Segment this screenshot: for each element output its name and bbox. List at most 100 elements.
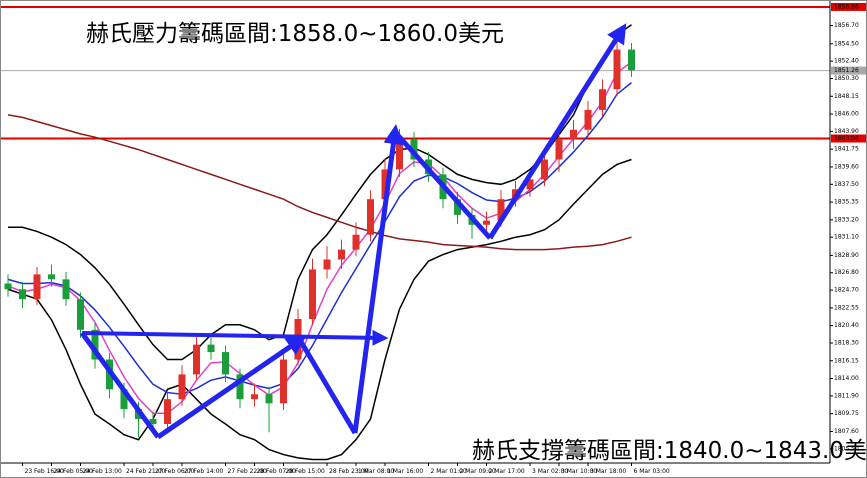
x-tick-label: 23 Feb 16:00 — [25, 468, 65, 475]
candle-body — [613, 49, 621, 90]
candle-body — [381, 169, 389, 200]
price-tag-label: 1843.04 — [834, 135, 859, 142]
annotation: 赫氏支撐籌碼區間:1840.0~1843.0美元 — [472, 438, 867, 464]
candle-body — [526, 179, 534, 190]
arrow — [487, 23, 627, 240]
candle-body — [251, 394, 258, 400]
indicator-line — [7, 61, 632, 414]
x-tick-label: 2 Mar 17:00 — [489, 468, 525, 475]
x-tick-label: 28 Feb 15:00 — [286, 468, 326, 475]
y-tick-label: 1846.00 — [834, 111, 859, 118]
candle-body — [570, 129, 577, 140]
x-tick-label: 6 Mar 03:00 — [634, 468, 670, 475]
price-tag-label: 1858.96 — [834, 3, 859, 10]
x-tick-label: 28 Feb 23:00 — [329, 468, 369, 475]
arrow — [156, 335, 307, 440]
y-tick-label: 1809.75 — [834, 410, 859, 417]
candle-body — [584, 109, 592, 130]
y-tick-label: 1811.90 — [834, 392, 859, 399]
y-tick-label: 1856.70 — [834, 22, 859, 29]
y-tick-label: 1831.10 — [834, 234, 859, 241]
y-tick-label: 1816.15 — [834, 357, 859, 364]
x-tick-label: 27 Feb 06:00 — [155, 468, 195, 475]
candle-body — [541, 159, 548, 180]
price-tag — [831, 2, 866, 11]
x-tick-label: 1 Mar 08:00 — [358, 468, 394, 475]
candle-body — [193, 344, 200, 375]
candle-body — [367, 199, 374, 235]
candle-body — [483, 220, 490, 225]
x-tick-label: 24 Feb 21:00 — [126, 468, 166, 475]
y-tick-label: 1850.30 — [834, 75, 859, 82]
candle-body — [599, 89, 606, 110]
y-tick-label: 1822.55 — [834, 304, 859, 311]
candle-body — [91, 329, 99, 360]
candle-body — [236, 374, 244, 400]
arrow — [297, 338, 358, 435]
price-tag — [831, 134, 866, 143]
y-tick-label: 1805.50 — [834, 445, 859, 452]
y-tick-label: 1837.50 — [834, 181, 859, 188]
candle-body — [149, 419, 157, 424]
y-tick-label: 1854.50 — [834, 40, 859, 47]
y-tick-label: 1826.80 — [834, 269, 859, 276]
indicator-line — [7, 82, 632, 395]
candle-body — [280, 359, 287, 404]
x-tick-label: 27 Feb 14:00 — [184, 468, 224, 475]
candle-body — [628, 49, 635, 71]
y-tick-label: 1828.90 — [834, 252, 859, 259]
x-tick-label: 27 Feb 22:00 — [228, 468, 268, 475]
y-tick-label: 1835.35 — [834, 199, 859, 206]
y-tick-label: 1843.90 — [834, 128, 859, 135]
candle-body — [396, 139, 403, 170]
y-tick-label: 1841.75 — [834, 146, 859, 153]
candle-body — [352, 234, 360, 250]
x-tick-label: 1 Mar 16:00 — [387, 468, 423, 475]
arrow — [393, 130, 492, 240]
y-tick-label: 1820.40 — [834, 322, 859, 329]
price-tag — [831, 66, 866, 75]
candle-body — [19, 289, 26, 300]
y-tick-label: 1839.60 — [834, 163, 859, 170]
x-tick-label: 24 Feb 13:00 — [83, 468, 123, 475]
candle-body — [497, 199, 505, 221]
indicator-line — [7, 158, 632, 461]
x-tick-label: 2 Mar 09:00 — [460, 468, 496, 475]
candle-body — [178, 374, 186, 400]
candle-body — [4, 283, 12, 290]
price-tag-label: 1851.26 — [834, 67, 859, 74]
candle-body — [77, 299, 84, 330]
candle-body — [120, 389, 128, 410]
candle-body — [207, 344, 215, 353]
x-tick-label: 2 Mar 01:00 — [431, 468, 467, 475]
y-tick-label: 1848.15 — [834, 93, 859, 100]
x-tick-label: 24 Feb 05:00 — [54, 468, 94, 475]
indicator-line — [8, 24, 632, 361]
plot-area — [0, 5, 830, 461]
y-tick-label: 1824.70 — [834, 287, 859, 294]
candle-body — [323, 259, 331, 270]
arrow — [81, 329, 389, 346]
candle-body — [309, 269, 316, 320]
arrow — [79, 331, 161, 439]
y-tick-label: 1818.30 — [834, 339, 859, 346]
x-tick-label: 28 Feb 07:00 — [257, 468, 297, 475]
candle-body — [62, 279, 70, 300]
candle-body — [454, 199, 461, 215]
arrow — [352, 124, 404, 434]
annotation: 赫氏壓力籌碼區間:1858.0~1860.0美元 — [86, 21, 504, 47]
x-tick-label: 3 Mar 10:00 — [561, 468, 597, 475]
y-tick-label: 1833.20 — [834, 216, 859, 223]
y-tick-label: 1814.00 — [834, 375, 859, 382]
x-tick-label: 3 Mar 02:00 — [532, 468, 568, 475]
candle-body — [33, 274, 41, 300]
candle-body — [48, 274, 55, 280]
candle-body — [555, 139, 563, 160]
candle-body — [338, 249, 345, 260]
candle-body — [265, 394, 273, 404]
candle-body — [164, 399, 171, 424]
x-tick-label: 3 Mar 18:00 — [590, 468, 626, 475]
y-tick-label: 1852.40 — [834, 58, 859, 65]
